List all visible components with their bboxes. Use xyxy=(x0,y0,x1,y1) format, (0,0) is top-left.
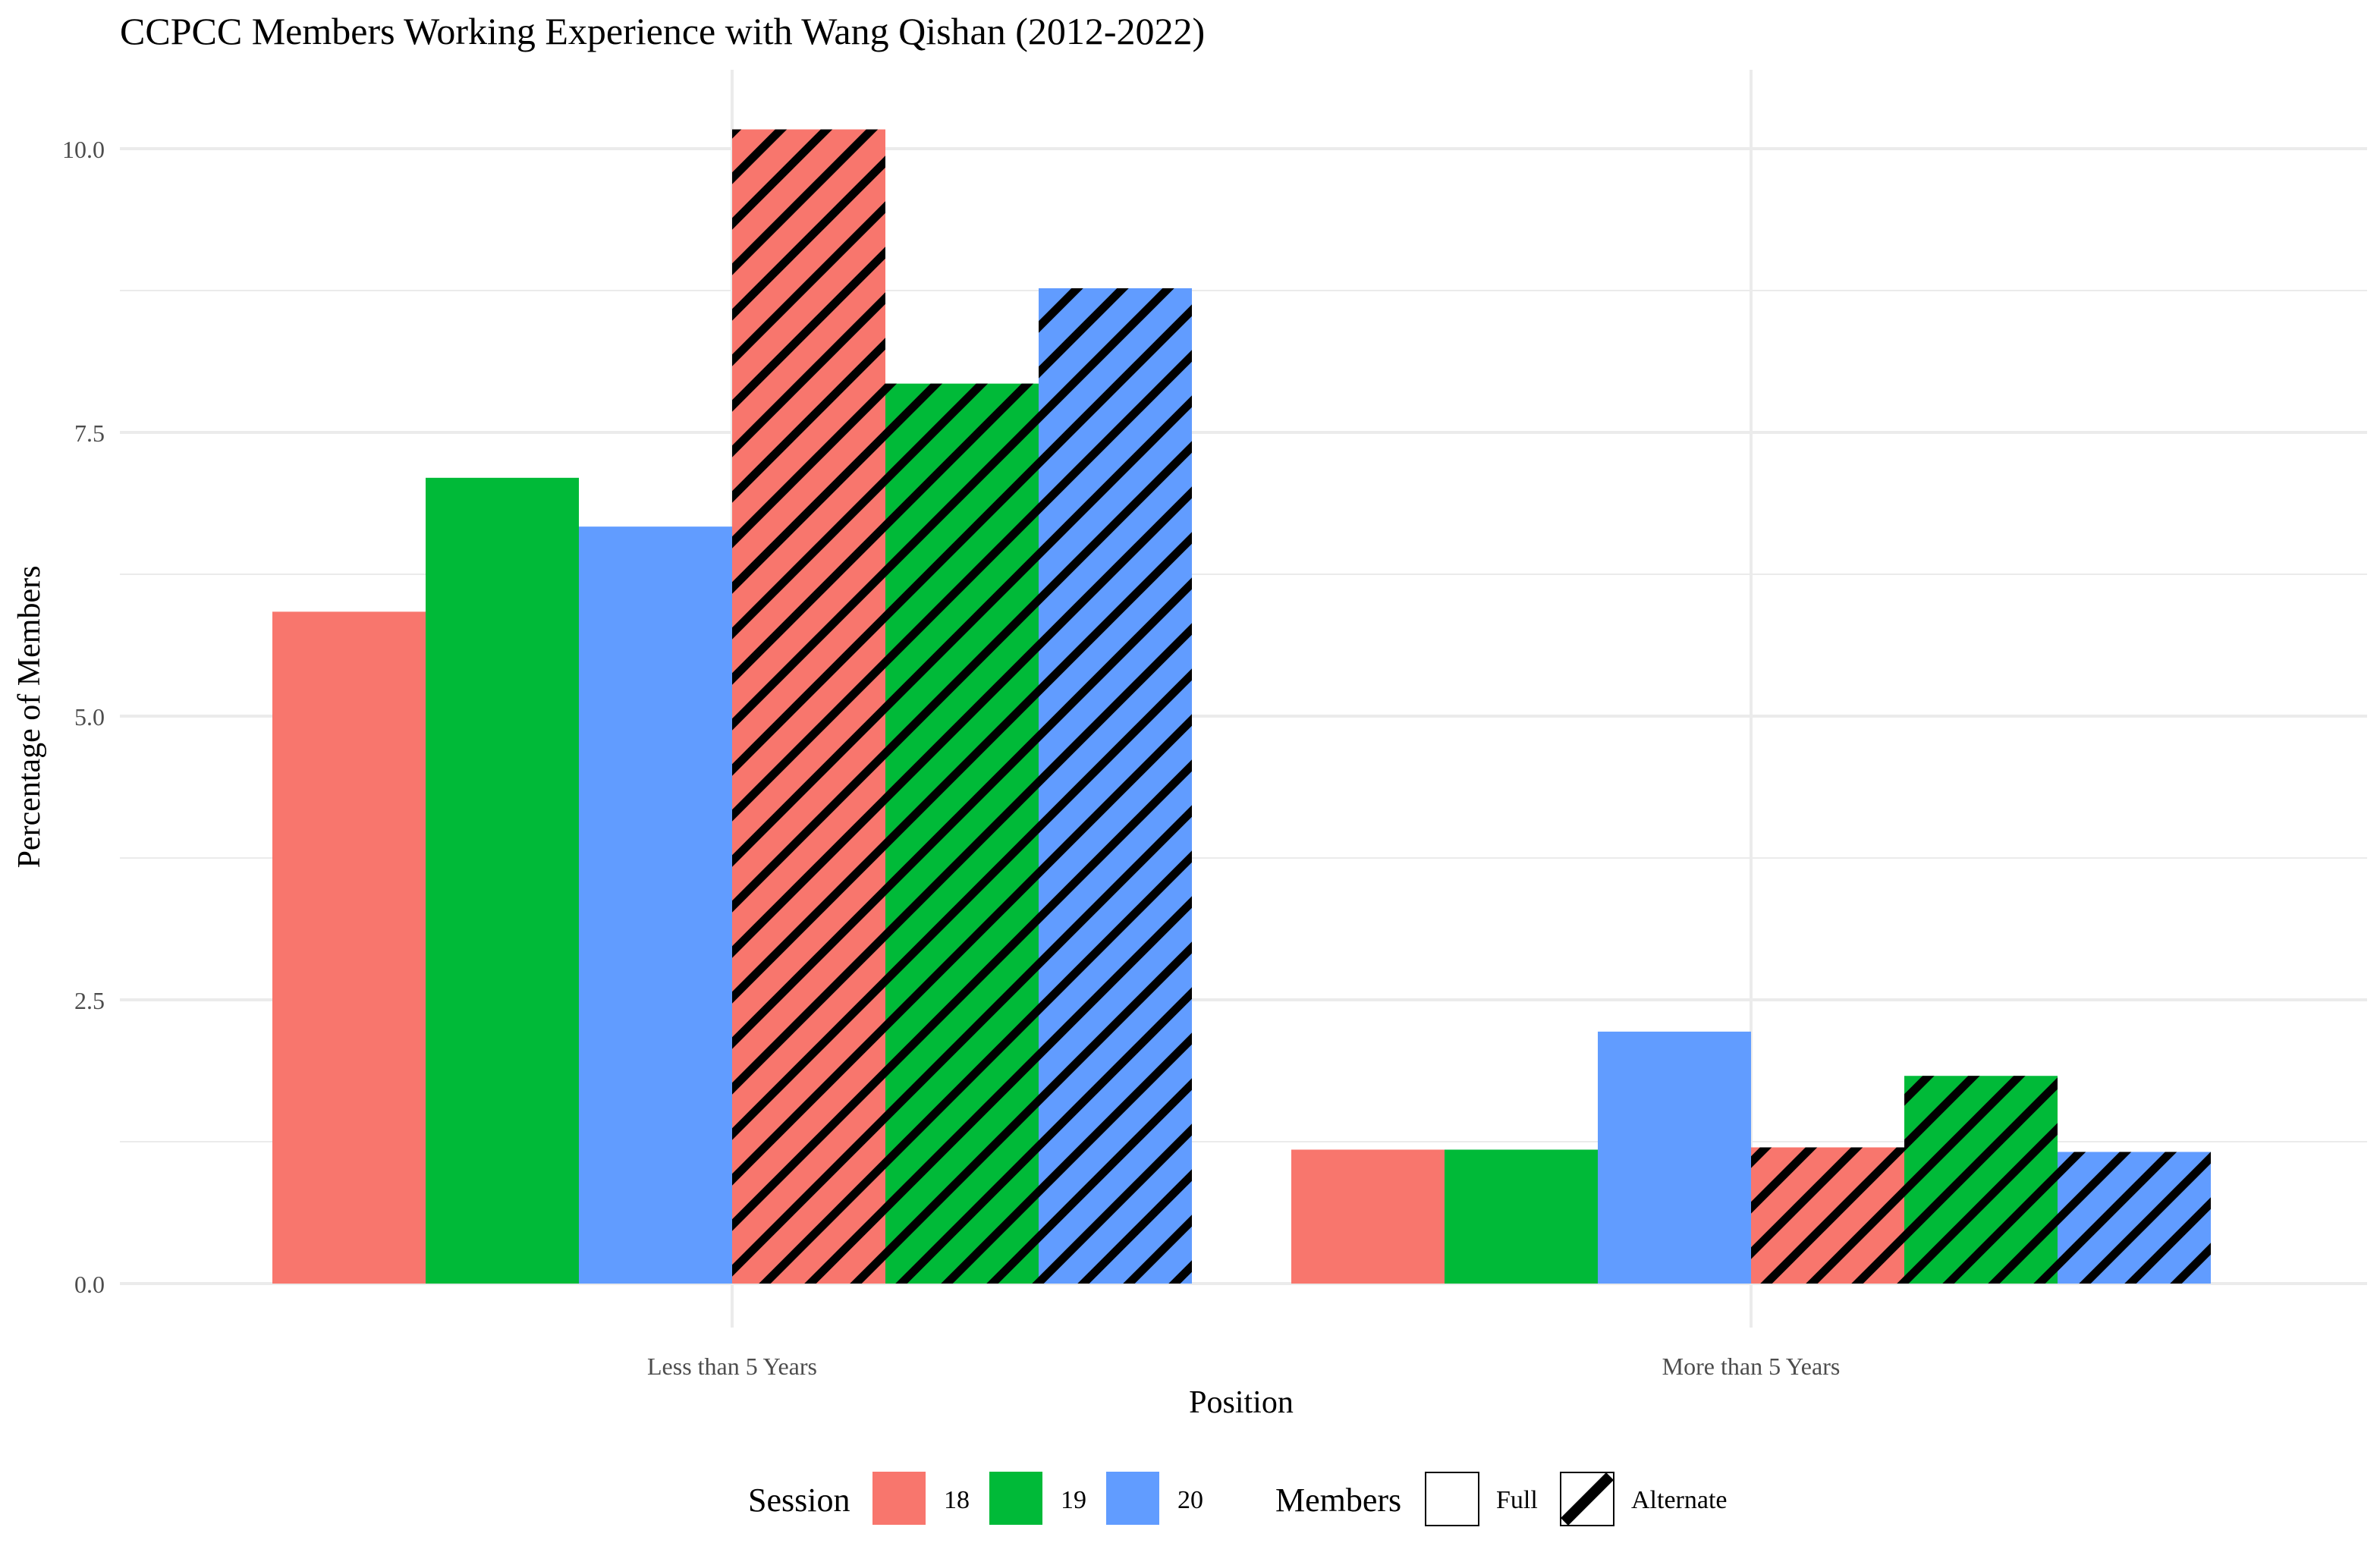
bar-full-19-1 xyxy=(1445,1149,1598,1284)
y-tick-label: 0.0 xyxy=(74,1271,105,1298)
legend-swatch-18 xyxy=(872,1472,926,1525)
x-tick-label: Less than 5 Years xyxy=(647,1353,817,1380)
axis-layer: 0.0 2.5 5.0 7.5 10.0 Less than 5 Years More th… xyxy=(62,136,1840,1380)
legend-label-19: 19 xyxy=(1061,1486,1086,1514)
bar-stripe-overlay xyxy=(2058,1152,2211,1284)
y-tick-label: 5.0 xyxy=(74,703,105,731)
x-axis-title: Position xyxy=(1189,1385,1294,1420)
bar-full-18-0 xyxy=(272,611,426,1284)
bar-full-18-1 xyxy=(1291,1149,1445,1284)
legend-label-20: 20 xyxy=(1177,1486,1203,1514)
x-tick-label: More than 5 Years xyxy=(1662,1353,1841,1380)
bar-stripe-overlay xyxy=(885,383,1039,1284)
y-tick-label: 10.0 xyxy=(62,136,105,163)
y-tick-label: 2.5 xyxy=(74,987,105,1014)
legend-label-alternate: Alternate xyxy=(1631,1486,1728,1514)
y-tick-label: 7.5 xyxy=(74,420,105,447)
bar-stripe-overlay xyxy=(1751,1147,1904,1284)
bar-full-19-0 xyxy=(426,477,579,1284)
bar-stripe-overlay xyxy=(1039,288,1192,1284)
legend-swatch-full xyxy=(1425,1472,1479,1526)
legend-session-title: Session xyxy=(748,1482,850,1519)
legend-swatch-20 xyxy=(1106,1472,1159,1525)
legend-swatch-19 xyxy=(989,1472,1042,1525)
chart-title: CCPCC Members Working Experience with Wa… xyxy=(120,10,1205,52)
legend-members-title: Members xyxy=(1275,1482,1401,1519)
legend-label-18: 18 xyxy=(944,1486,970,1514)
bar-layer xyxy=(272,129,2211,1284)
bar-stripe-overlay xyxy=(732,129,885,1284)
legend-label-full: Full xyxy=(1496,1486,1538,1514)
legend: Session Members 18 19 20 Full Alternate xyxy=(748,1472,1728,1526)
bar-full-20-1 xyxy=(1598,1031,1751,1284)
y-axis-title: Percentage of Members xyxy=(12,566,47,869)
bar-stripe-overlay xyxy=(1904,1076,2058,1284)
legend-stripe-mark xyxy=(1561,1472,1614,1526)
bar-full-20-0 xyxy=(579,526,732,1284)
